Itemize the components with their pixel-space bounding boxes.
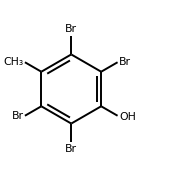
- Text: Br: Br: [119, 57, 131, 67]
- Text: CH₃: CH₃: [4, 57, 24, 67]
- Text: Br: Br: [65, 144, 77, 154]
- Text: OH: OH: [119, 112, 136, 122]
- Text: Br: Br: [65, 24, 77, 34]
- Text: Br: Br: [12, 111, 24, 121]
